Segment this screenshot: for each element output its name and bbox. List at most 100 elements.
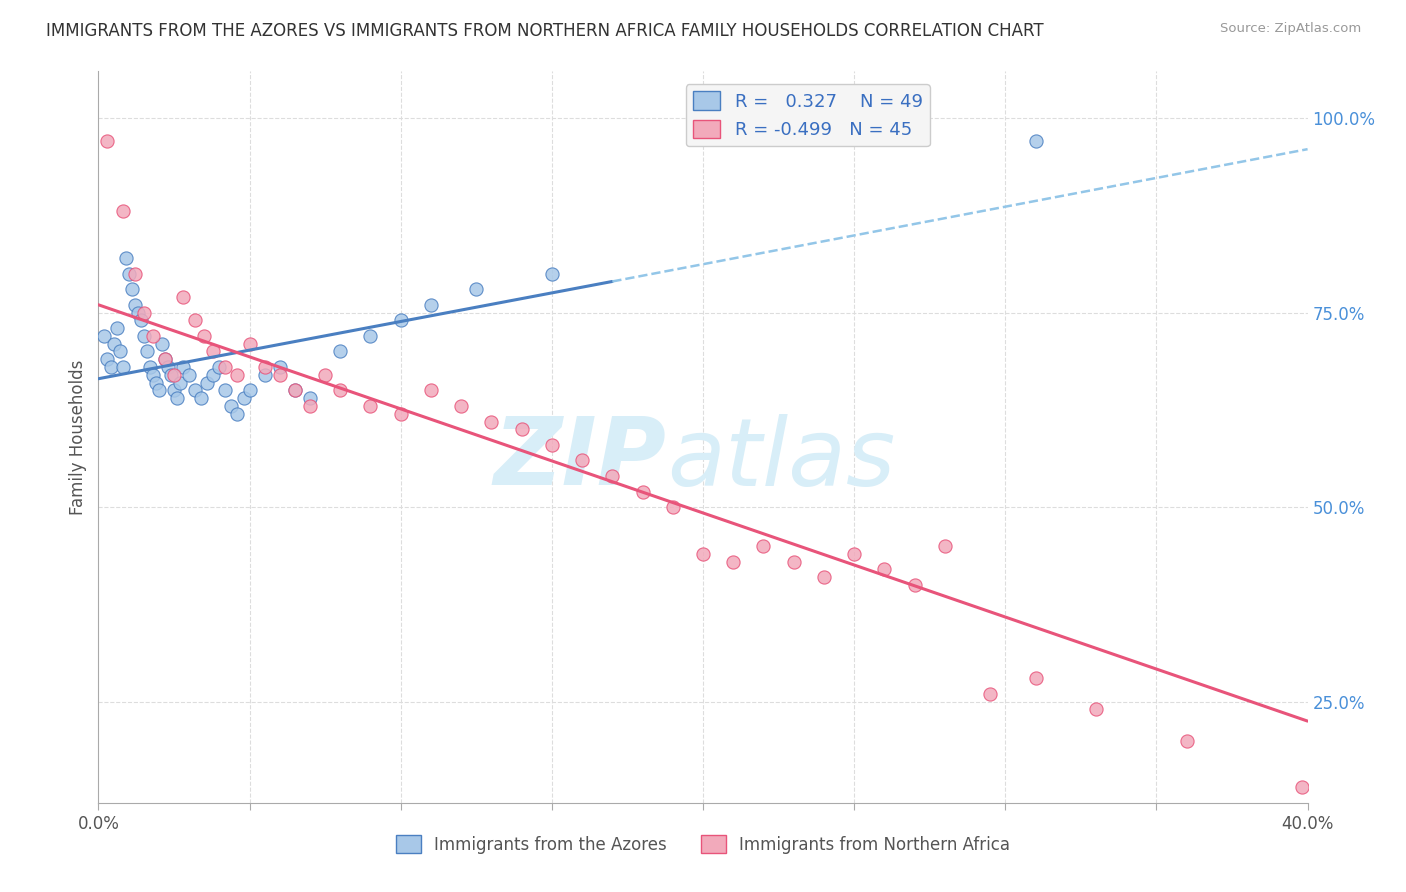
Point [269, 368, 291, 382]
Point [142, 329, 165, 343]
Point [124, 298, 146, 312]
Point [389, 313, 412, 327]
Point [193, 329, 215, 343]
Point [100, 359, 122, 374]
Point [121, 282, 143, 296]
Point [172, 359, 194, 374]
Point [299, 399, 322, 413]
Point [661, 500, 683, 515]
Point [202, 344, 225, 359]
Point [148, 384, 170, 398]
Point [195, 376, 218, 390]
Point [752, 539, 775, 553]
Text: IMMIGRANTS FROM THE AZORES VS IMMIGRANTS FROM NORTHERN AFRICA FAMILY HOUSEHOLDS : IMMIGRANTS FROM THE AZORES VS IMMIGRANTS… [46, 22, 1045, 40]
Point [314, 368, 336, 382]
Point [783, 555, 806, 569]
Point [465, 282, 488, 296]
Point [105, 321, 128, 335]
Point [129, 313, 152, 327]
Point [420, 298, 443, 312]
Point [360, 399, 382, 413]
Point [232, 391, 254, 405]
Y-axis label: Family Households: Family Households [69, 359, 87, 515]
Point [226, 368, 249, 382]
Point [93, 329, 115, 343]
Point [692, 547, 714, 561]
Point [540, 267, 562, 281]
Point [118, 267, 141, 281]
Text: ZIP: ZIP [494, 413, 666, 505]
Point [214, 359, 236, 374]
Point [184, 384, 207, 398]
Point [723, 555, 745, 569]
Point [108, 344, 131, 359]
Point [510, 422, 533, 436]
Point [150, 336, 173, 351]
Point [132, 329, 155, 343]
Point [269, 359, 291, 374]
Point [253, 368, 276, 382]
Point [602, 469, 624, 483]
Point [163, 384, 186, 398]
Point [934, 539, 956, 553]
Point [96, 352, 118, 367]
Point [540, 438, 562, 452]
Point [979, 687, 1001, 701]
Point [208, 359, 231, 374]
Point [214, 384, 236, 398]
Point [166, 391, 188, 405]
Point [153, 352, 176, 367]
Point [127, 305, 149, 319]
Point [156, 359, 179, 374]
Point [284, 384, 307, 398]
Point [239, 336, 262, 351]
Point [226, 407, 249, 421]
Point [481, 415, 503, 429]
Point [111, 359, 134, 374]
Point [389, 407, 412, 421]
Point [202, 368, 225, 382]
Point [844, 547, 866, 561]
Legend: Immigrants from the Azores, Immigrants from Northern Africa: Immigrants from the Azores, Immigrants f… [389, 829, 1017, 860]
Point [153, 352, 176, 367]
Point [172, 290, 194, 304]
Point [1085, 702, 1108, 716]
Point [132, 305, 155, 319]
Point [221, 399, 243, 413]
Point [111, 204, 134, 219]
Point [1024, 671, 1046, 685]
Point [253, 359, 276, 374]
Point [135, 344, 157, 359]
Point [1291, 780, 1313, 795]
Point [142, 368, 165, 382]
Text: Source: ZipAtlas.com: Source: ZipAtlas.com [1220, 22, 1361, 36]
Point [284, 384, 307, 398]
Point [239, 384, 262, 398]
Point [169, 376, 191, 390]
Point [360, 329, 382, 343]
Point [631, 484, 654, 499]
Point [571, 453, 593, 467]
Point [96, 135, 118, 149]
Point [813, 570, 835, 584]
Point [103, 336, 125, 351]
Point [114, 251, 136, 265]
Point [904, 578, 927, 592]
Point [299, 391, 322, 405]
Point [1175, 733, 1198, 747]
Point [190, 391, 212, 405]
Point [139, 359, 162, 374]
Text: atlas: atlas [666, 414, 896, 505]
Point [329, 344, 352, 359]
Point [329, 384, 352, 398]
Point [160, 368, 183, 382]
Point [145, 376, 167, 390]
Point [179, 368, 201, 382]
Point [420, 384, 443, 398]
Point [1024, 135, 1046, 149]
Point [873, 562, 896, 576]
Point [163, 368, 186, 382]
Point [450, 399, 472, 413]
Point [124, 267, 146, 281]
Point [184, 313, 207, 327]
